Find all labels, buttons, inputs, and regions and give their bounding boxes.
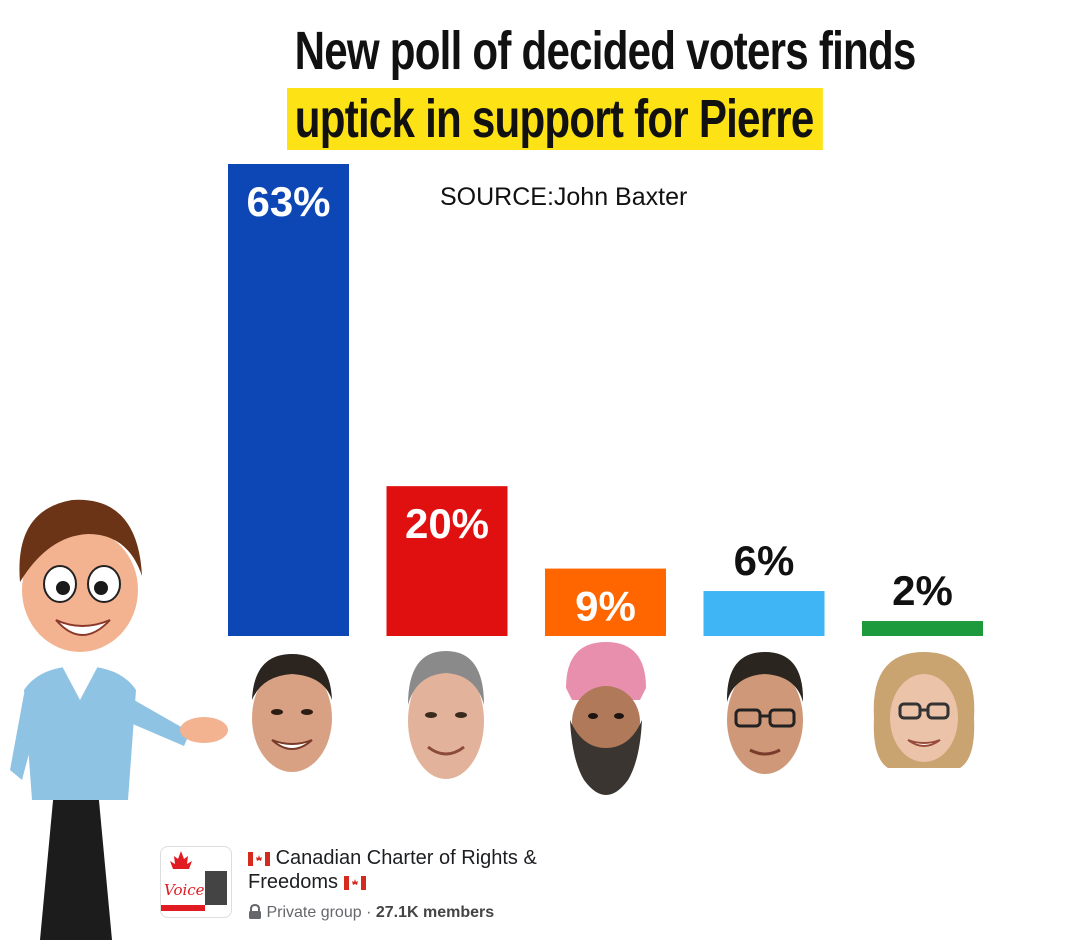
bar-4 (703, 591, 825, 636)
bar-2 (386, 486, 508, 636)
candidate-1-face-icon (252, 654, 332, 772)
candidate-2-face-icon (408, 651, 484, 779)
group-members-count: 27.1K members (375, 904, 495, 921)
meta-separator: · (366, 904, 372, 921)
group-privacy: Private group (266, 904, 362, 921)
group-logo-text: Voice! (164, 881, 211, 899)
bar-3-value-label: 9% (575, 583, 636, 630)
candidate-3-face-icon (566, 642, 646, 795)
bar-5-value-label: 2% (892, 567, 953, 614)
group-name[interactable]: Canadian Charter of Rights & Freedoms (248, 846, 648, 894)
bar-1 (228, 164, 349, 636)
candidate-4-face-icon (726, 652, 804, 774)
headline: New poll of decided voters finds uptick … (0, 21, 1080, 150)
group-name-line-2: Freedoms (248, 871, 339, 893)
group-logo[interactable]: Voice! (160, 846, 232, 918)
bar-2-value-label: 20% (405, 500, 489, 547)
bar-5 (862, 621, 983, 636)
group-name-line-1: Canadian Charter of Rights & (275, 847, 537, 869)
maple-leaf-logo-icon: Voice! (161, 851, 227, 911)
lock-icon (249, 903, 261, 919)
bar-4-value-label: 6% (734, 537, 795, 584)
cartoon-presenter-illustration (10, 499, 228, 940)
bar-1-value-label: 63% (246, 178, 330, 225)
headline-line-2-highlighted: uptick in support for Pierre (287, 88, 823, 150)
headline-line-1: New poll of decided voters finds (294, 21, 917, 81)
facebook-group-card[interactable]: Voice! Canadian Charter of Rights & Free… (160, 842, 660, 932)
canadian-flag-icon (248, 851, 270, 866)
group-meta: Private group · 27.1K members (248, 903, 495, 922)
source-label: SOURCE:John Baxter (440, 183, 688, 211)
canadian-flag-icon (343, 875, 366, 890)
candidate-5-face-icon (873, 652, 975, 768)
bar-3 (545, 568, 666, 636)
